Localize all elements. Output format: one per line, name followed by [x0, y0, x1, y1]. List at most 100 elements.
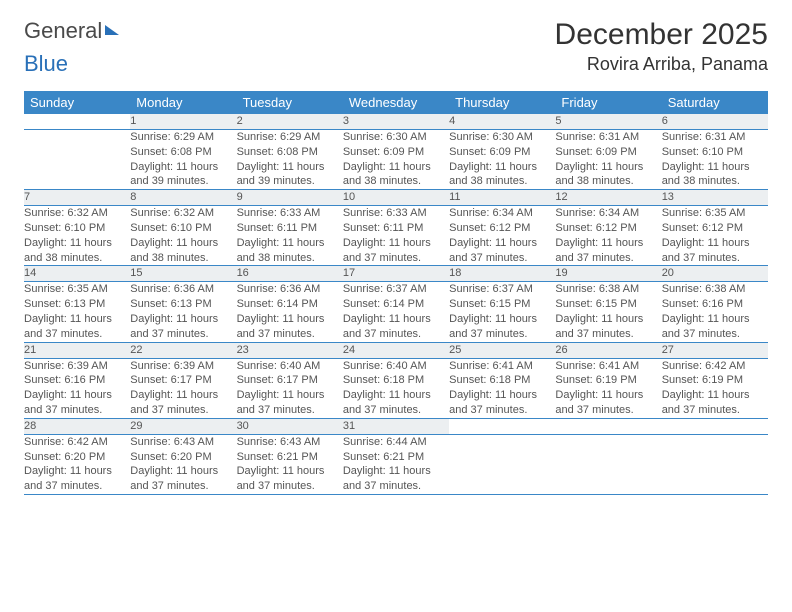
- brand-part1: General: [24, 18, 102, 44]
- day-info-line: and 38 minutes.: [555, 174, 661, 189]
- day-info-line: Sunset: 6:21 PM: [237, 450, 343, 465]
- day-info-line: and 37 minutes.: [237, 327, 343, 342]
- day-info-line: Sunrise: 6:44 AM: [343, 435, 449, 450]
- day-cell: Sunrise: 6:35 AMSunset: 6:13 PMDaylight:…: [24, 282, 130, 342]
- weekday-header: Saturday: [662, 91, 768, 114]
- day-info-line: Daylight: 11 hours: [662, 236, 768, 251]
- day-cell: Sunrise: 6:33 AMSunset: 6:11 PMDaylight:…: [343, 206, 449, 266]
- day-info-line: Sunrise: 6:37 AM: [343, 282, 449, 297]
- day-info-line: Sunset: 6:11 PM: [343, 221, 449, 236]
- day-number: 19: [555, 266, 661, 282]
- day-cell: Sunrise: 6:36 AMSunset: 6:14 PMDaylight:…: [237, 282, 343, 342]
- day-number: [555, 418, 661, 434]
- brand-logo: General: [24, 18, 119, 44]
- day-cell: Sunrise: 6:30 AMSunset: 6:09 PMDaylight:…: [449, 129, 555, 189]
- day-content-row: Sunrise: 6:35 AMSunset: 6:13 PMDaylight:…: [24, 282, 768, 342]
- day-info-line: Daylight: 11 hours: [662, 160, 768, 175]
- day-info-line: Sunset: 6:17 PM: [237, 373, 343, 388]
- day-info-line: and 37 minutes.: [555, 251, 661, 266]
- day-info-line: Sunset: 6:19 PM: [662, 373, 768, 388]
- day-info-line: and 37 minutes.: [662, 327, 768, 342]
- day-cell: Sunrise: 6:42 AMSunset: 6:19 PMDaylight:…: [662, 358, 768, 418]
- day-number: 20: [662, 266, 768, 282]
- day-info-line: and 37 minutes.: [130, 479, 236, 494]
- day-info-line: Sunset: 6:10 PM: [24, 221, 130, 236]
- day-info-line: Daylight: 11 hours: [555, 160, 661, 175]
- day-info-line: and 38 minutes.: [449, 174, 555, 189]
- calendar-table: Sunday Monday Tuesday Wednesday Thursday…: [24, 91, 768, 495]
- day-info-line: Daylight: 11 hours: [662, 388, 768, 403]
- day-info-line: Sunset: 6:10 PM: [662, 145, 768, 160]
- day-cell: Sunrise: 6:42 AMSunset: 6:20 PMDaylight:…: [24, 434, 130, 494]
- day-info-line: Sunrise: 6:41 AM: [449, 359, 555, 374]
- day-cell: Sunrise: 6:43 AMSunset: 6:21 PMDaylight:…: [237, 434, 343, 494]
- weekday-header-row: Sunday Monday Tuesday Wednesday Thursday…: [24, 91, 768, 114]
- day-info-line: and 37 minutes.: [449, 403, 555, 418]
- day-number: 22: [130, 342, 236, 358]
- month-title: December 2025: [555, 18, 768, 52]
- day-info-line: Sunset: 6:18 PM: [343, 373, 449, 388]
- day-cell: [24, 129, 130, 189]
- day-number: 26: [555, 342, 661, 358]
- title-block: December 2025 Rovira Arriba, Panama: [555, 18, 768, 75]
- day-info-line: and 37 minutes.: [130, 327, 236, 342]
- day-info-line: Daylight: 11 hours: [449, 388, 555, 403]
- day-info-line: and 38 minutes.: [343, 174, 449, 189]
- day-info-line: Daylight: 11 hours: [130, 464, 236, 479]
- day-info-line: Daylight: 11 hours: [24, 236, 130, 251]
- day-number-row: 123456: [24, 114, 768, 129]
- day-cell: [449, 434, 555, 494]
- day-info-line: Sunset: 6:15 PM: [555, 297, 661, 312]
- day-info-line: Daylight: 11 hours: [449, 312, 555, 327]
- day-number: 25: [449, 342, 555, 358]
- day-info-line: and 37 minutes.: [343, 327, 449, 342]
- day-info-line: and 37 minutes.: [555, 327, 661, 342]
- day-info-line: and 38 minutes.: [237, 251, 343, 266]
- day-info-line: Sunset: 6:10 PM: [130, 221, 236, 236]
- weekday-header: Tuesday: [237, 91, 343, 114]
- day-number: 6: [662, 114, 768, 129]
- day-cell: Sunrise: 6:35 AMSunset: 6:12 PMDaylight:…: [662, 206, 768, 266]
- day-info-line: Daylight: 11 hours: [555, 236, 661, 251]
- day-number-row: 21222324252627: [24, 342, 768, 358]
- day-info-line: Daylight: 11 hours: [662, 312, 768, 327]
- day-number: 12: [555, 190, 661, 206]
- day-info-line: Sunrise: 6:39 AM: [130, 359, 236, 374]
- day-info-line: Daylight: 11 hours: [130, 388, 236, 403]
- day-info-line: Sunset: 6:09 PM: [343, 145, 449, 160]
- day-info-line: Sunset: 6:13 PM: [130, 297, 236, 312]
- day-info-line: and 38 minutes.: [24, 251, 130, 266]
- day-info-line: Daylight: 11 hours: [237, 312, 343, 327]
- day-number: 28: [24, 418, 130, 434]
- day-cell: Sunrise: 6:44 AMSunset: 6:21 PMDaylight:…: [343, 434, 449, 494]
- day-info-line: Sunrise: 6:40 AM: [237, 359, 343, 374]
- day-info-line: Sunrise: 6:36 AM: [237, 282, 343, 297]
- day-cell: Sunrise: 6:37 AMSunset: 6:15 PMDaylight:…: [449, 282, 555, 342]
- day-number: 5: [555, 114, 661, 129]
- day-cell: Sunrise: 6:29 AMSunset: 6:08 PMDaylight:…: [237, 129, 343, 189]
- day-number: 29: [130, 418, 236, 434]
- day-info-line: Sunrise: 6:34 AM: [449, 206, 555, 221]
- day-cell: Sunrise: 6:32 AMSunset: 6:10 PMDaylight:…: [24, 206, 130, 266]
- day-info-line: Sunset: 6:14 PM: [343, 297, 449, 312]
- day-info-line: Daylight: 11 hours: [343, 464, 449, 479]
- day-number: 15: [130, 266, 236, 282]
- day-info-line: Sunrise: 6:29 AM: [237, 130, 343, 145]
- day-cell: Sunrise: 6:29 AMSunset: 6:08 PMDaylight:…: [130, 129, 236, 189]
- day-info-line: Sunrise: 6:29 AM: [130, 130, 236, 145]
- day-info-line: Daylight: 11 hours: [130, 160, 236, 175]
- day-info-line: and 39 minutes.: [130, 174, 236, 189]
- day-info-line: and 38 minutes.: [662, 174, 768, 189]
- day-info-line: Sunrise: 6:30 AM: [449, 130, 555, 145]
- day-info-line: and 37 minutes.: [449, 327, 555, 342]
- day-number: 7: [24, 190, 130, 206]
- day-info-line: Sunset: 6:13 PM: [24, 297, 130, 312]
- calendar-body: 123456Sunrise: 6:29 AMSunset: 6:08 PMDay…: [24, 114, 768, 495]
- day-info-line: Sunrise: 6:43 AM: [237, 435, 343, 450]
- day-info-line: Daylight: 11 hours: [130, 312, 236, 327]
- day-cell: Sunrise: 6:37 AMSunset: 6:14 PMDaylight:…: [343, 282, 449, 342]
- day-cell: Sunrise: 6:41 AMSunset: 6:18 PMDaylight:…: [449, 358, 555, 418]
- day-info-line: Sunrise: 6:41 AM: [555, 359, 661, 374]
- day-info-line: Sunrise: 6:35 AM: [662, 206, 768, 221]
- day-info-line: and 37 minutes.: [662, 403, 768, 418]
